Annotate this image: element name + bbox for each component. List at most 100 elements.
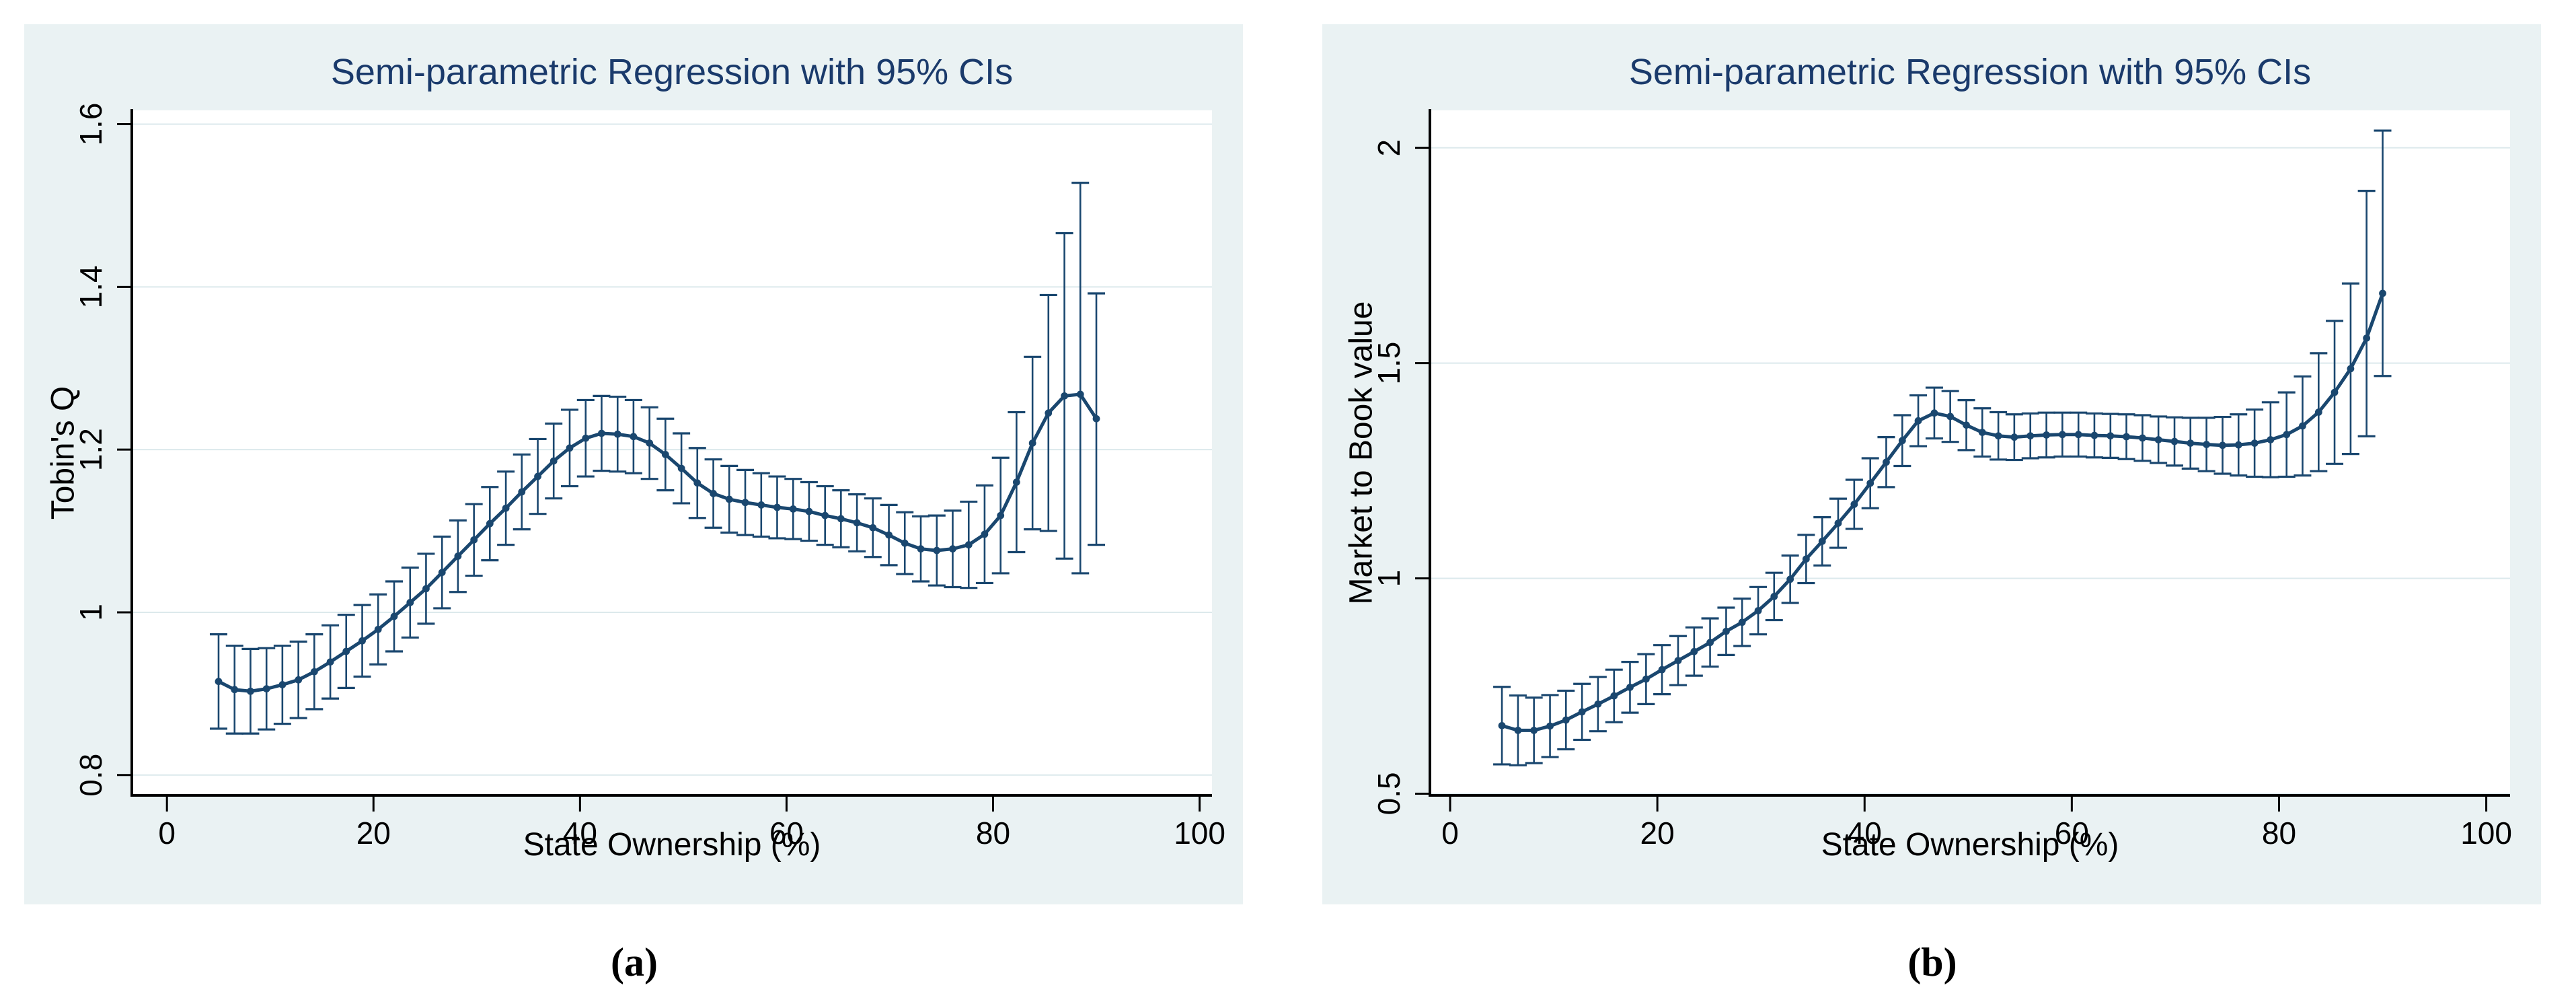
data-point-marker <box>1610 692 1618 700</box>
plot-area <box>132 110 1212 795</box>
data-point-marker <box>949 545 956 553</box>
chart-a-x-axis-label: State Ownership (%) <box>523 827 821 863</box>
x-tick-label: 40 <box>1848 816 1882 851</box>
data-point-marker <box>1722 627 1730 635</box>
data-point-marker <box>964 541 973 549</box>
chart-b-x-axis-label: State Ownership (%) <box>1821 827 2119 863</box>
data-point-marker <box>933 546 941 554</box>
y-tick-label: 1 <box>1371 570 1406 587</box>
data-point-marker <box>374 625 382 633</box>
data-point-marker <box>438 569 446 577</box>
data-point-marker <box>853 519 861 527</box>
y-tick-label: 1.5 <box>1371 342 1406 385</box>
data-point-marker <box>2107 432 2115 440</box>
x-tick-label: 100 <box>1174 816 1225 851</box>
data-point-marker <box>342 647 350 655</box>
data-point-marker <box>1045 409 1053 417</box>
x-tick-label: 60 <box>769 816 804 851</box>
chart-b-plot: 0.511.520 20 40 60 80 100 <box>1371 109 2512 851</box>
data-point-marker <box>502 504 510 512</box>
figure-label-a: (a) <box>611 940 658 984</box>
data-point-marker <box>1076 390 1084 398</box>
data-point-marker <box>869 524 877 532</box>
data-point-marker <box>582 434 590 442</box>
data-point-marker <box>805 507 813 515</box>
data-point-marker <box>997 511 1005 519</box>
data-point-marker <box>2123 433 2130 441</box>
data-point-marker <box>2267 436 2275 443</box>
data-point-marker <box>1914 417 1922 425</box>
data-point-marker <box>518 488 526 496</box>
data-point-marker <box>2074 431 2082 439</box>
data-point-marker <box>1514 726 1522 734</box>
data-point-marker <box>837 515 845 523</box>
x-tick-label: 20 <box>356 816 391 851</box>
data-point-marker <box>1818 538 1826 545</box>
x-tick-label: 100 <box>2460 816 2512 851</box>
chart-b-y-axis-label: Market to Book value <box>1343 301 1379 605</box>
x-tick-label: 80 <box>2262 816 2296 851</box>
data-point-marker <box>310 668 318 676</box>
data-point-marker <box>1978 429 1986 437</box>
data-point-marker <box>326 658 334 666</box>
data-point-marker <box>534 472 541 480</box>
data-point-marker <box>677 464 685 472</box>
data-point-marker <box>1754 607 1762 614</box>
data-point-marker <box>470 536 478 544</box>
chart-a-title: Semi-parametric Regression with 95% CIs <box>330 52 1014 92</box>
x-tick-label: 40 <box>563 816 597 851</box>
data-point-marker <box>741 499 749 507</box>
data-point-marker <box>2314 408 2322 416</box>
data-point-marker <box>1578 708 1586 716</box>
data-point-marker <box>406 599 414 606</box>
data-point-marker <box>2090 431 2098 439</box>
data-point-marker <box>2058 431 2066 439</box>
data-point-marker <box>550 457 558 465</box>
data-point-marker <box>486 519 494 528</box>
data-point-marker <box>2010 433 2018 441</box>
data-point-marker <box>1092 415 1100 423</box>
data-point-marker <box>1786 575 1794 583</box>
data-point-marker <box>1012 478 1020 486</box>
data-point-marker <box>2299 422 2306 430</box>
data-point-marker <box>295 676 303 684</box>
data-point-marker <box>2250 439 2259 447</box>
data-point-marker <box>1658 666 1666 674</box>
data-point-marker <box>917 545 925 553</box>
data-point-marker <box>725 495 733 503</box>
data-point-marker <box>693 479 702 487</box>
y-tick-label: 0.5 <box>1371 772 1406 815</box>
data-point-marker <box>2154 436 2162 443</box>
data-point-marker <box>454 552 462 560</box>
y-tick-label: 1.4 <box>73 265 108 308</box>
x-tick-label: 0 <box>1441 816 1459 851</box>
data-point-marker <box>2234 441 2242 449</box>
data-point-marker <box>231 686 239 694</box>
data-point-marker <box>2283 431 2291 439</box>
data-point-marker <box>821 511 829 519</box>
y-tick-label: 0.8 <box>73 754 108 797</box>
data-point-marker <box>613 430 621 438</box>
data-point-marker <box>789 505 797 513</box>
data-point-marker <box>1883 458 1890 466</box>
data-point-marker <box>773 503 781 511</box>
data-point-marker <box>1770 592 1778 600</box>
data-point-marker <box>885 531 893 539</box>
data-point-marker <box>262 685 270 693</box>
chart-a-plot: 0.8 1 1.2 1.4 1.6 0 20 40 60 80 100 <box>73 103 1225 851</box>
data-point-marker <box>566 444 574 452</box>
data-point-marker <box>2170 437 2179 445</box>
y-tick-label: 2 <box>1371 139 1406 157</box>
data-point-marker <box>2219 441 2226 450</box>
data-point-marker <box>1802 555 1810 563</box>
data-point-marker <box>710 490 717 497</box>
data-point-marker <box>1994 432 2002 440</box>
chart-panel-b: 0.5 1 1.5 2 0 20 40 60 80 100 Semi-parametric Reg… <box>1322 24 2541 904</box>
data-point-marker <box>598 429 605 437</box>
data-point-marker <box>2331 388 2339 396</box>
data-point-marker <box>2187 439 2195 447</box>
y-tick-label: 1.2 <box>73 428 108 471</box>
chart-panel-a: 0.8 1 1.2 1.4 1.6 0 20 40 60 80 100 Semi-parametri… <box>24 24 1243 904</box>
data-point-marker <box>757 501 765 509</box>
